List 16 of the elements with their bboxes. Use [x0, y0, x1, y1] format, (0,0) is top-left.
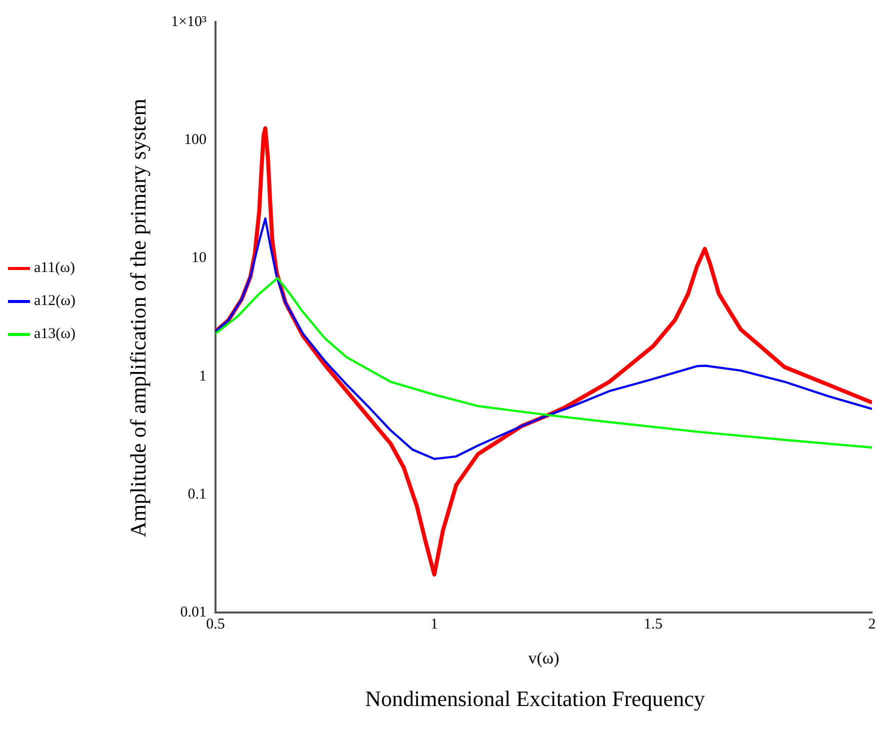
y-tick-label: 0.01 — [180, 604, 206, 621]
y-tick-label: 1×10³ — [170, 14, 207, 30]
legend-label: a13(ω) — [34, 326, 76, 343]
x-tick-label: 1 — [430, 616, 438, 633]
y-axis-title: Amplitude of amplification of the primary system — [125, 98, 151, 538]
text: Nondimensional Excitation Frequency — [364, 686, 706, 712]
legend-label: a11(ω) — [34, 260, 75, 277]
y-tick-label: 10 — [191, 250, 206, 266]
x-tick-label: 1.5 — [644, 616, 663, 633]
legend-label: a12(ω) — [34, 293, 76, 310]
x-axis-title: v(ω) — [528, 648, 560, 668]
y-tick-label: 1 — [198, 368, 206, 384]
y-tick-label: 100 — [184, 132, 206, 148]
x-tick-label: 2 — [868, 616, 876, 633]
x-tick-label: 0.5 — [206, 616, 225, 633]
y-tick-label: 0.1 — [188, 486, 206, 502]
